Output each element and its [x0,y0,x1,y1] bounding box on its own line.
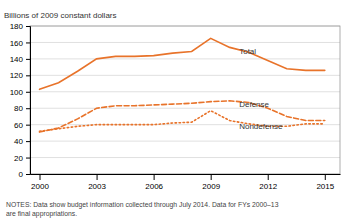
x-tick: 2012 [259,174,277,191]
y-tick: 120 [10,71,30,80]
y-tick-mark [26,141,30,142]
y-tick-label: 180 [10,22,24,31]
grid-line [30,58,340,59]
x-tick-mark [211,174,212,180]
y-tick: 40 [14,137,30,146]
x-tick-mark [325,174,326,180]
line-label: Defense [239,100,269,109]
x-tick: 2003 [88,174,106,191]
x-tick-label: 2003 [88,182,106,191]
series-line [40,101,325,132]
y-tick: 140 [10,55,30,64]
y-axis-title: Billions of 2009 constant dollars [4,11,117,20]
x-tick: 2015 [316,174,334,191]
x-tick: 2006 [145,174,163,191]
y-tick: 20 [14,154,30,163]
grid [30,26,340,174]
x-axis-line [31,174,341,175]
y-tick-label: 100 [10,88,24,97]
x-tick-mark [154,174,155,180]
y-tick-label: 20 [14,154,23,163]
grid-line [30,141,340,142]
x-tick-mark [268,174,269,180]
y-tick-mark [26,158,30,159]
notes: NOTES: Data show budget information coll… [6,201,279,218]
y-tick: 100 [10,88,30,97]
grid-line [30,75,340,76]
grid-line [30,91,340,92]
y-tick-label: 40 [14,137,23,146]
annotations: Total Defense Nondefense [239,47,283,131]
line-label: Nondefense [239,122,283,131]
series-line [40,38,325,89]
y-tick-mark [26,174,30,175]
x-tick: 2000 [31,174,49,191]
x-tick-label: 2000 [31,182,49,191]
y-tick-mark [26,92,30,93]
y-tick-label: 160 [10,39,24,48]
y-axis: 0 20 40 60 80 100 120 140 160 180 [10,22,31,179]
plot-area [40,38,325,132]
y-tick-mark [26,75,30,76]
y-tick: 80 [14,104,30,113]
grid-line [30,157,340,158]
line-label: Total [239,47,256,56]
y-tick-mark [26,125,30,126]
note-line: are final appropriations. [6,210,77,218]
chart-svg: 2000 2003 2006 2009 2012 2015 0 20 40 60 80 100 120 1… [0,0,350,220]
y-tick-label: 140 [10,55,24,64]
x-tick-label: 2012 [259,182,277,191]
y-tick-mark [26,108,30,109]
x-tick-label: 2015 [316,182,334,191]
x-tick-label: 2006 [145,182,163,191]
y-tick-mark [26,59,30,60]
y-tick-label: 60 [14,121,23,130]
y-tick-mark [26,26,30,27]
y-tick: 180 [10,22,30,31]
plot-frame [30,26,340,174]
x-tick: 2009 [202,174,220,191]
x-tick-mark [40,174,41,180]
y-axis-line [26,27,31,175]
x-tick-mark [97,174,98,180]
x-axis: 2000 2003 2006 2009 2012 2015 [31,174,341,191]
y-tick: 0 [19,170,30,179]
y-tick-label: 120 [10,71,24,80]
y-tick: 60 [14,121,30,130]
x-tick-label: 2009 [202,182,220,191]
grid-line [30,108,340,109]
y-tick: 160 [10,39,30,48]
y-tick-mark [26,42,30,43]
series-line [40,111,325,132]
grid-line [30,42,340,43]
note-line: NOTES: Data show budget information coll… [6,201,279,209]
y-tick-label: 0 [19,170,24,179]
chart-container: 2000 2003 2006 2009 2012 2015 0 20 40 60 80 100 120 1… [0,0,350,220]
y-tick-label: 80 [14,104,23,113]
